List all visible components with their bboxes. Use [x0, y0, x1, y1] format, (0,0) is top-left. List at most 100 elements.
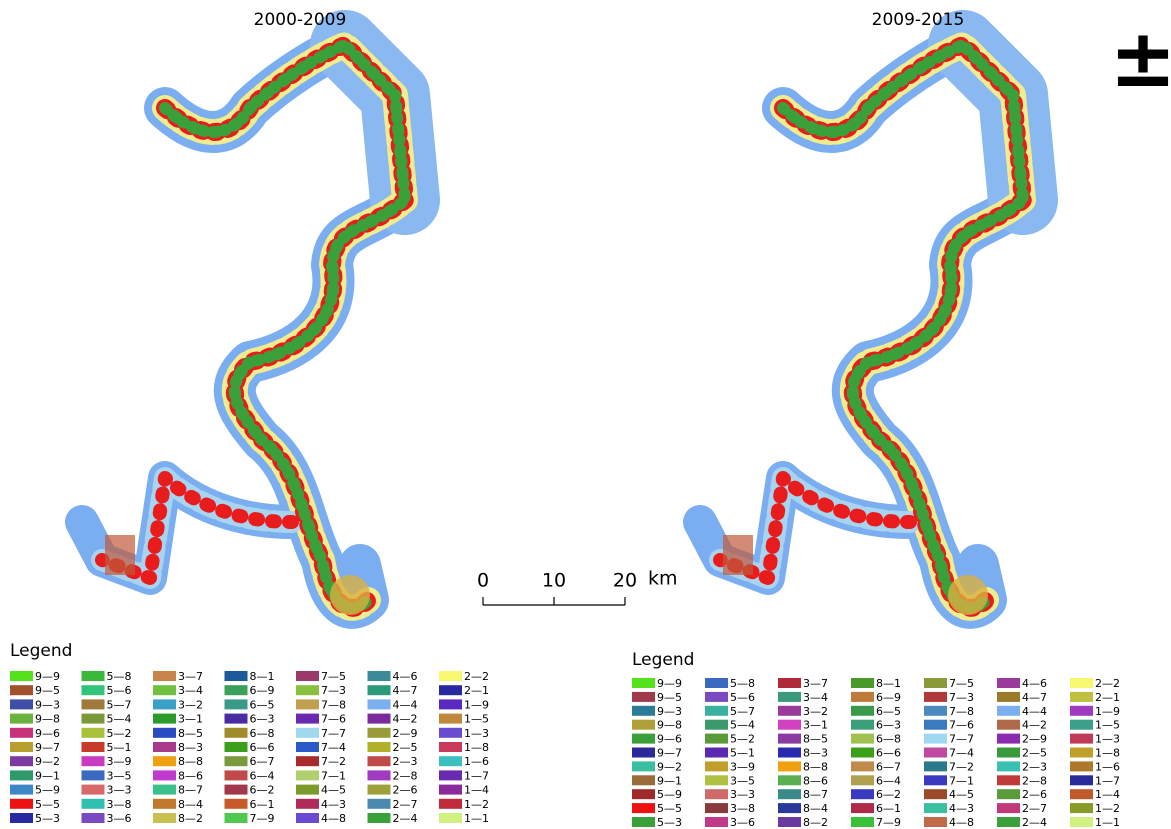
- legend-swatch: [153, 785, 176, 795]
- legend-label: 3—9: [730, 760, 755, 773]
- legend-swatch: [705, 789, 728, 799]
- legend-swatch: [10, 685, 33, 695]
- legend-swatch: [368, 799, 391, 809]
- legend-swatch: [851, 720, 874, 730]
- legend-swatch: [632, 789, 655, 799]
- legend-swatch: [778, 692, 801, 702]
- legend-label: 6—5: [250, 698, 275, 711]
- legend-label: 4—8: [949, 816, 974, 829]
- legend-label: 6—9: [250, 684, 275, 697]
- legend-label: 1—6: [464, 755, 489, 768]
- legend-label: 5—9: [35, 784, 60, 797]
- legend-label: 2—2: [1095, 677, 1120, 690]
- legend-swatch: [851, 817, 874, 827]
- legend-swatch: [10, 742, 33, 752]
- legend-swatch: [82, 699, 105, 709]
- legend-label: 7—4: [321, 741, 346, 754]
- legend-swatch: [82, 799, 105, 809]
- legend-swatch: [368, 685, 391, 695]
- legend-label: 1—4: [1095, 788, 1120, 801]
- legend-label: 1—7: [464, 769, 489, 782]
- legend-swatch: [997, 775, 1020, 785]
- legend-swatch: [368, 813, 391, 823]
- legend-label: 7—4: [949, 747, 974, 760]
- legend-swatch: [10, 799, 33, 809]
- legend-swatch: [1070, 748, 1093, 758]
- legend-swatch: [778, 678, 801, 688]
- legend-label: 7—2: [321, 755, 346, 768]
- legend-label: 7—6: [949, 719, 974, 732]
- legend-label: 4—2: [1022, 719, 1047, 732]
- legend-label: 5—2: [730, 733, 755, 746]
- legend-swatch: [705, 803, 728, 813]
- legend-swatch: [632, 706, 655, 716]
- legend-swatch: [997, 748, 1020, 758]
- legend-swatch: [10, 699, 33, 709]
- legend-title: Legend: [632, 650, 694, 670]
- legend-swatch: [997, 789, 1020, 799]
- legend-swatch: [368, 728, 391, 738]
- legend-swatch: [296, 785, 319, 795]
- legend-label: 6—6: [876, 747, 901, 760]
- legend-label: 4—7: [1022, 691, 1047, 704]
- legend-label: 4—3: [949, 802, 974, 815]
- legend-swatch: [632, 692, 655, 702]
- legend-swatch: [705, 678, 728, 688]
- legend-label: 2—7: [1022, 802, 1047, 815]
- legend-label: 4—6: [393, 670, 418, 683]
- legend-swatch: [997, 706, 1020, 716]
- legend-swatch: [82, 785, 105, 795]
- legend-swatch: [439, 756, 462, 766]
- legend-label: 4—4: [393, 698, 418, 711]
- north-arrow: ±: [1109, 12, 1171, 105]
- map-figure: 2000-2009 2009-2015 ± 0 10 20 km Legend9…: [0, 0, 1171, 829]
- legend-swatch: [368, 671, 391, 681]
- legend-swatch: [10, 714, 33, 724]
- legend-swatch: [296, 699, 319, 709]
- legend-swatch: [296, 756, 319, 766]
- legend-swatch: [225, 799, 248, 809]
- legend-swatch: [225, 770, 248, 780]
- legend-swatch: [439, 699, 462, 709]
- legend-label: 9—5: [657, 691, 682, 704]
- legend-swatch: [153, 671, 176, 681]
- legend-label: 9—7: [35, 741, 60, 754]
- legend-swatch: [296, 728, 319, 738]
- legend-swatch: [778, 734, 801, 744]
- legend-label: 3—9: [107, 755, 132, 768]
- legend-label: 3—8: [730, 802, 755, 815]
- legend-swatch: [924, 803, 947, 813]
- legend-label: 7—3: [949, 691, 974, 704]
- legend-swatch: [851, 748, 874, 758]
- legend-label: 2—1: [1095, 691, 1120, 704]
- legend-label: 6—7: [250, 755, 275, 768]
- legend-swatch: [368, 770, 391, 780]
- legend-label: 3—6: [730, 816, 755, 829]
- legend-label: 3—3: [730, 788, 755, 801]
- legend-swatch: [368, 742, 391, 752]
- legend-swatch: [705, 706, 728, 716]
- legend-swatch: [997, 720, 1020, 730]
- legend-swatch: [225, 699, 248, 709]
- legend-label: 1—7: [1095, 774, 1120, 787]
- legend-swatch: [439, 671, 462, 681]
- legend-swatch: [851, 789, 874, 799]
- legend-swatch: [778, 789, 801, 799]
- legend-label: 9—3: [657, 705, 682, 718]
- legend-label: 5—5: [35, 798, 60, 811]
- legend-swatch: [705, 720, 728, 730]
- legend-swatch: [924, 817, 947, 827]
- legend-label: 2—6: [1022, 788, 1047, 801]
- legend-label: 7—8: [949, 705, 974, 718]
- legend-label: 7—7: [949, 733, 974, 746]
- legend-label: 6—9: [876, 691, 901, 704]
- legend-label: 6—2: [876, 788, 901, 801]
- legend-label: 2—9: [1022, 733, 1047, 746]
- legend-swatch: [153, 714, 176, 724]
- legend-swatch: [296, 671, 319, 681]
- legend-label: 7—5: [949, 677, 974, 690]
- legend-swatch: [368, 699, 391, 709]
- legend-swatch: [439, 728, 462, 738]
- legend-label: 7—8: [321, 698, 346, 711]
- legend-swatch: [997, 817, 1020, 827]
